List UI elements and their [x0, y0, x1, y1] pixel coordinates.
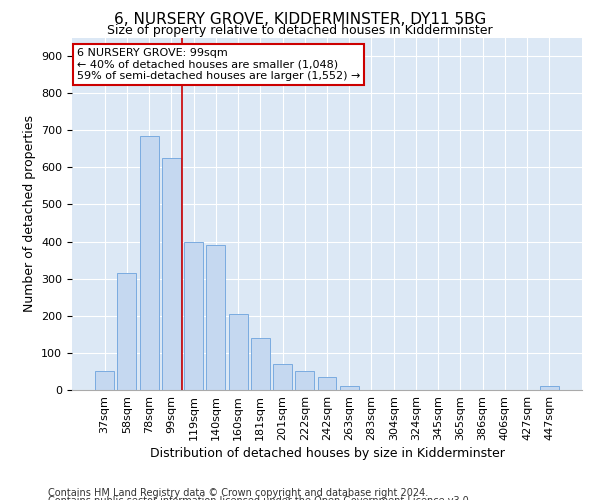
Bar [251, 338, 270, 390]
Bar [118, 273, 136, 390]
Bar [340, 386, 359, 390]
Bar [317, 377, 337, 390]
Bar [184, 242, 203, 390]
Bar [540, 386, 559, 390]
Text: 6 NURSERY GROVE: 99sqm
← 40% of detached houses are smaller (1,048)
59% of semi-: 6 NURSERY GROVE: 99sqm ← 40% of detached… [77, 48, 361, 82]
Text: Size of property relative to detached houses in Kidderminster: Size of property relative to detached ho… [107, 24, 493, 37]
Bar [140, 136, 158, 390]
Text: Contains HM Land Registry data © Crown copyright and database right 2024.: Contains HM Land Registry data © Crown c… [48, 488, 428, 498]
Text: 6, NURSERY GROVE, KIDDERMINSTER, DY11 5BG: 6, NURSERY GROVE, KIDDERMINSTER, DY11 5B… [114, 12, 486, 28]
Bar [229, 314, 248, 390]
Bar [95, 370, 114, 390]
X-axis label: Distribution of detached houses by size in Kidderminster: Distribution of detached houses by size … [149, 447, 505, 460]
Bar [295, 370, 314, 390]
Bar [273, 364, 292, 390]
Bar [206, 246, 225, 390]
Bar [162, 158, 181, 390]
Y-axis label: Number of detached properties: Number of detached properties [23, 116, 35, 312]
Text: Contains public sector information licensed under the Open Government Licence v3: Contains public sector information licen… [48, 496, 472, 500]
